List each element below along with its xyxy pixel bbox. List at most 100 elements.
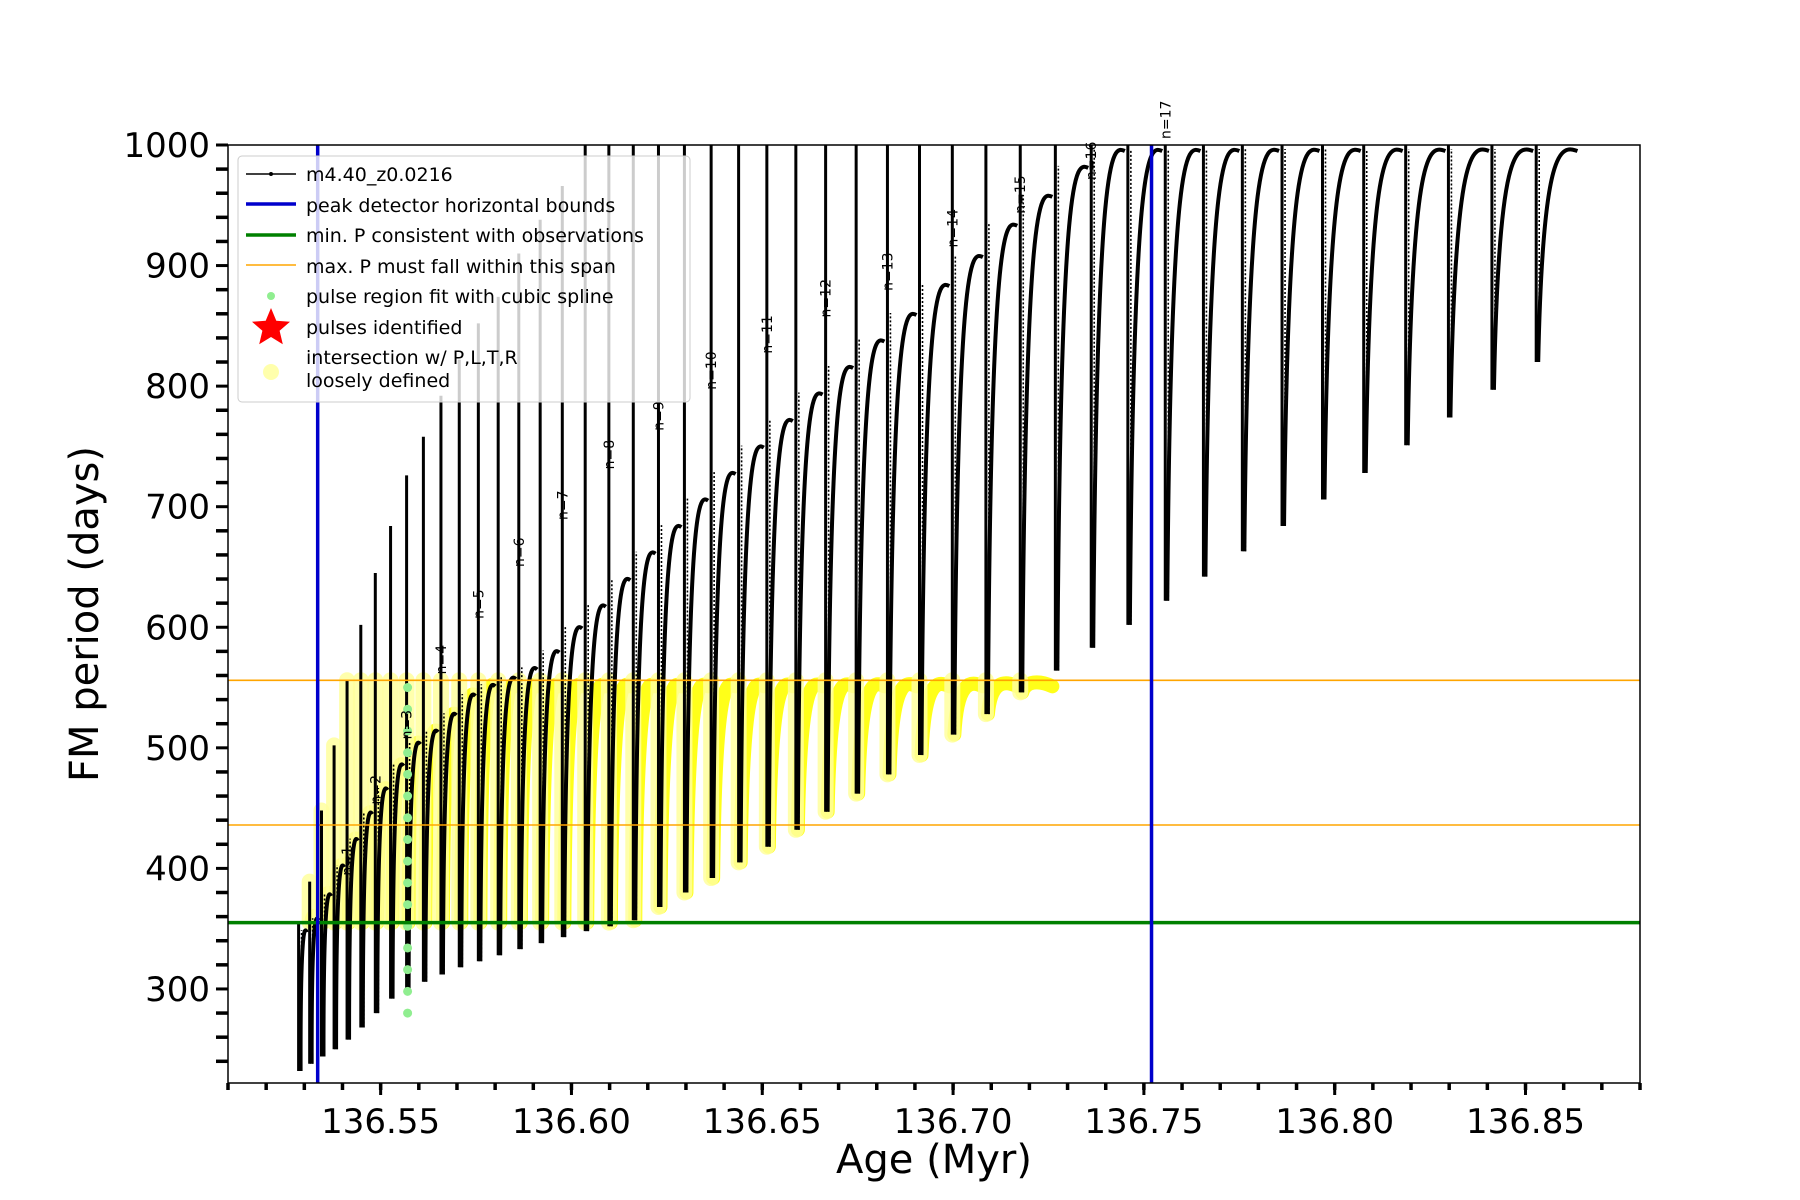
interpulse-arc [1055,164,1090,671]
plot-frame [227,144,1641,1084]
pulse-cycle [1053,145,1090,671]
pulse-cycle [1320,145,1362,500]
spline-point [403,878,413,888]
pulse-cycle [1089,145,1126,648]
x-tick-label: 136.70 [894,1102,1013,1142]
legend-entry-loose: intersection w/ P,L,T,R loosely defined [263,347,518,392]
pulse-label: n=11 [760,315,776,353]
spline-point [403,856,413,866]
pulse-label: n=16 [1084,141,1100,180]
interpulse-arc [684,497,710,893]
pulse-label: n=3 [400,710,416,740]
spline-point [403,943,413,953]
legend-label-bounds: peak detector horizontal bounds [306,195,615,217]
pulse-cycle [1446,145,1490,418]
interpulse-arc [1448,147,1490,418]
legend-entry-track: m4.40_z0.0216 [246,164,453,186]
y-tick-label: 800 [145,367,210,407]
legend-entry-minp: min. P consistent with observations [246,225,644,247]
interpulse-arc [633,550,657,921]
interpulse-arc [1491,147,1534,390]
interpulse-arc [1322,147,1362,500]
interpulse-arc [1405,147,1447,446]
interpulse-arc [498,675,518,956]
x-tick-label: 136.85 [1466,1102,1585,1142]
pulse-label: n=12 [819,279,835,317]
pulse-labels-layer: n=1 n=2 n=3 n=4 n=5 n=6 n=7 n=8 n=9 n=10 n=11 n=12 n… [340,101,1174,876]
interpulse-arc [1203,147,1241,577]
spline-point [403,791,413,801]
interpulse-arc [738,444,765,863]
pulse-cycle [373,573,390,1014]
spline-point [403,986,413,996]
pulse-cycle [359,624,375,1028]
pulse-cycle [476,323,497,962]
evolution-track-layer [297,145,1579,1071]
interpulse-arc [540,649,561,944]
pulse-cycle [389,525,406,999]
pulse-label: n=13 [880,252,896,290]
pulse-cycle [1280,145,1321,527]
pulse-label: n=4 [434,645,450,675]
legend-label-spline: pulse region fit with cubic spline [306,286,614,308]
interpulse-arc [1091,147,1126,648]
loose-intersection-layer [301,672,1060,931]
interpulse-arc [1242,147,1280,552]
legend-entry-bounds: peak detector horizontal bounds [246,195,615,217]
pulse-label: n=17 [1158,101,1174,139]
legend-entry-maxp: max. P must fall within this span [246,256,616,278]
pulse-label: n=15 [1013,175,1029,213]
y-tick-label: 700 [145,488,210,528]
pulse-label: n=1 [340,846,356,876]
y-tick-label: 400 [145,849,210,889]
pulse-cycle [319,810,333,1057]
x-axis-title: Age (Myr) [836,1137,1032,1183]
pulse-cycle [1126,145,1164,625]
y-axis-title: FM period (days) [62,446,108,782]
interpulse-arc [985,222,1019,715]
y-axis-ticks: 300 400 500 600 700 800 900 1000 [123,126,228,1064]
interpulse-arc [440,711,458,975]
pulse-label: n=2 [368,775,384,805]
interpulse-arc [390,762,406,999]
interpulse-arc [856,338,886,794]
spline-point [403,726,413,736]
legend-entry-pulses: pulses identified [252,308,462,345]
pulse-cycle [984,145,1019,715]
y-tick-label: 500 [145,729,210,769]
pulse-label: n=9 [651,401,667,431]
pulse-cycle [765,145,794,847]
interpulse-arc [459,692,477,968]
pulse-label: n=7 [555,490,571,520]
interpulse-arc [711,470,737,879]
legend-label-pulses: pulses identified [306,317,462,339]
spline-point [403,965,413,975]
interpulse-arc [585,603,608,932]
pulse-label: n=6 [512,537,528,567]
spline-fit-layer [403,683,413,1018]
x-axis-ticks: 136.55 136.60 136.65 136.70 136.75 136.80 136.… [226,1083,1642,1142]
pulse-cycle [709,145,737,879]
pulse-cycle [332,745,346,1050]
spline-point [403,900,413,910]
interpulse-arc [334,863,346,1050]
pulse-cycle [950,145,984,735]
spline-point [403,704,413,714]
interpulse-arc [887,311,918,775]
interpulse-arc [423,728,440,982]
y-tick-label: 900 [145,247,210,287]
y-tick-label: 600 [145,608,210,648]
y-tick-label: 1000 [123,126,210,166]
pulse-label: n=5 [471,589,487,619]
interpulse-arc [1536,147,1579,363]
interpulse-arc [347,837,360,1040]
interpulse-arc [919,282,951,756]
pulse-label: n=10 [704,351,720,389]
pulse-cycle [1018,145,1054,693]
interpulse-arc [1282,147,1321,527]
pulse-cycle [1201,145,1241,577]
star-icon [252,308,290,345]
spline-point [403,813,413,823]
pulse-cycle [917,145,951,756]
x-tick-label: 136.75 [1084,1102,1203,1142]
